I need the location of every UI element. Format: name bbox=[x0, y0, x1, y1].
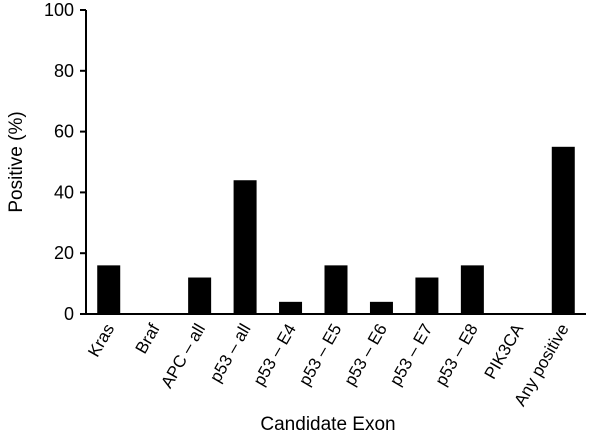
y-tick-label: 60 bbox=[54, 122, 74, 142]
y-tick-label: 40 bbox=[54, 182, 74, 202]
bar bbox=[551, 146, 575, 314]
bar bbox=[97, 265, 121, 314]
y-axis-title: Positive (%) bbox=[6, 111, 27, 212]
y-tick-label: 100 bbox=[44, 0, 74, 20]
x-tick-label: Braf bbox=[132, 320, 164, 357]
x-axis-title: Candidate Exon bbox=[260, 414, 395, 435]
x-tick-label: p53 – E4 bbox=[250, 321, 300, 389]
bar bbox=[460, 265, 484, 314]
x-tick-label: p53 – E5 bbox=[295, 321, 345, 389]
y-tick-label: 80 bbox=[54, 61, 74, 81]
bar bbox=[324, 265, 348, 314]
bar bbox=[233, 180, 257, 314]
bars-group bbox=[97, 146, 575, 314]
x-tick-label: APC – all bbox=[157, 321, 209, 392]
bar bbox=[188, 277, 212, 314]
x-tick-label: p53 – E8 bbox=[431, 321, 481, 389]
x-tick-label: p53 – E7 bbox=[386, 321, 436, 389]
bar bbox=[279, 301, 303, 314]
bar bbox=[369, 301, 393, 314]
x-tick-label: p53 – E6 bbox=[340, 321, 390, 389]
y-axis-ticks: 0 20 40 60 80 100 bbox=[44, 0, 86, 324]
y-tick-label: 20 bbox=[54, 243, 74, 263]
y-tick-label: 0 bbox=[64, 304, 74, 324]
x-tick-label: Kras bbox=[84, 321, 118, 361]
x-tick-label: PIK3CA bbox=[481, 320, 528, 382]
bar bbox=[415, 277, 439, 314]
x-tick-label: p53 – all bbox=[206, 321, 255, 386]
